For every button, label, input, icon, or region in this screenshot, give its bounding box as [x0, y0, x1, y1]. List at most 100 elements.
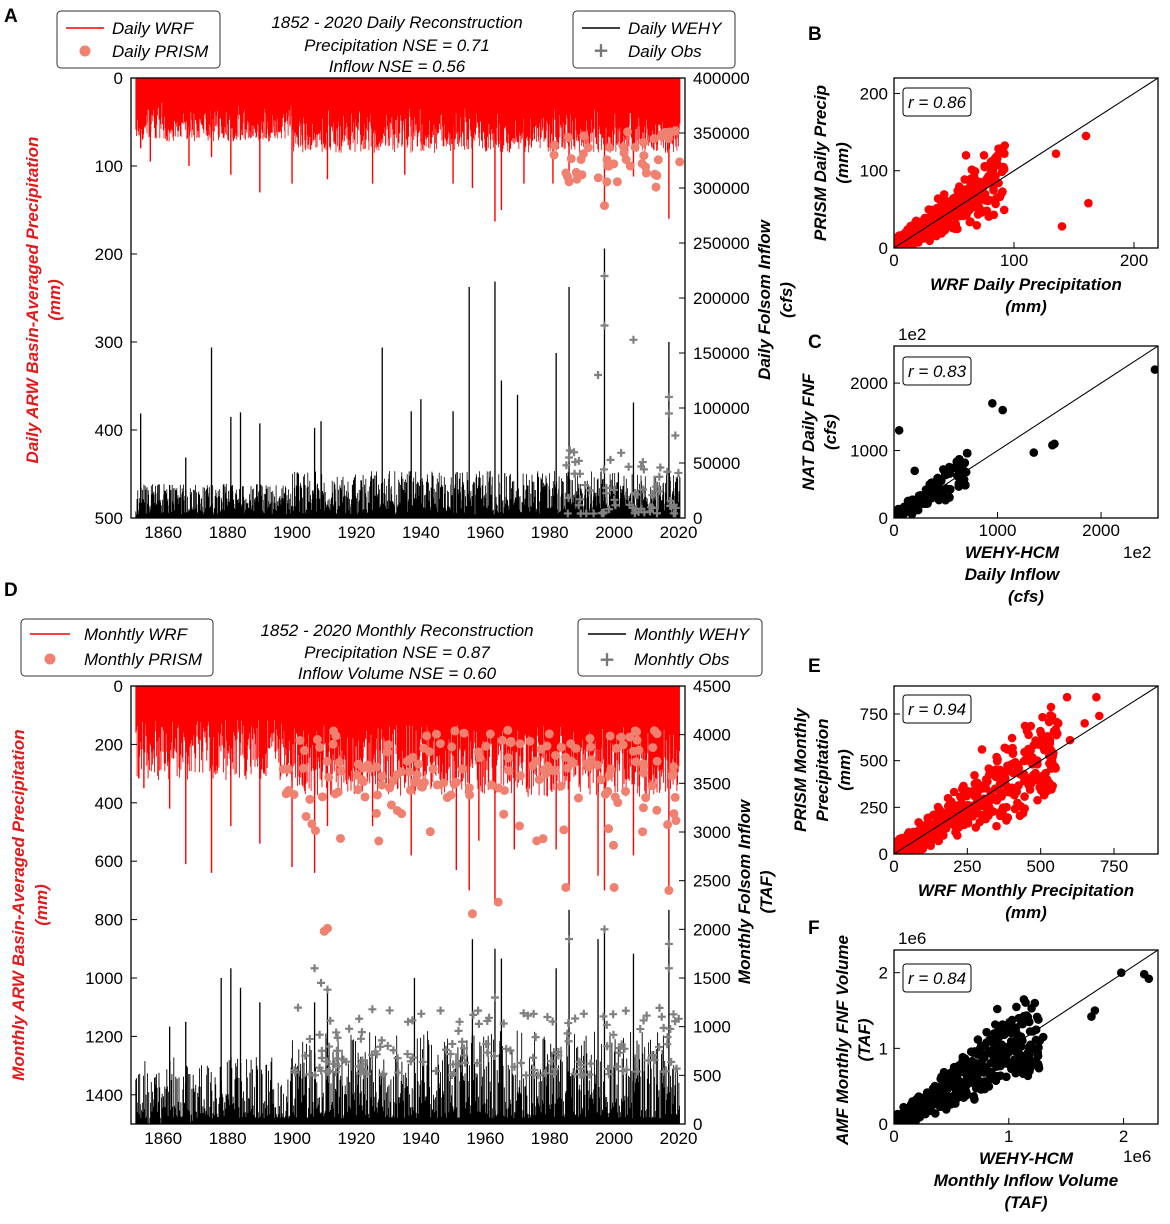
d-prism-point: [372, 808, 382, 818]
panel-c-xlabel-1: WEHY-HCM: [965, 543, 1060, 562]
d-wrf-series: [135, 686, 680, 797]
a-y-right-tick-label: 150000: [693, 344, 750, 363]
e-scatter-point: [956, 792, 965, 801]
d-prism-point: [515, 771, 525, 781]
panel-f-axes-frame: [893, 949, 1159, 1125]
e-scatter-point: [1038, 712, 1047, 722]
d-prism-point: [616, 732, 626, 742]
f-scatter-point: [960, 1079, 969, 1089]
panel-f-x-offset: 1e6: [1123, 1147, 1151, 1166]
a-x-tick-label: 1920: [338, 523, 376, 542]
d-obs-point: [672, 1064, 681, 1073]
d-y-left-tick-label: 400: [95, 794, 123, 813]
a-prism-point: [649, 134, 659, 144]
f-scatter-point: [982, 1027, 991, 1037]
d-prism-point: [596, 775, 606, 785]
d-obs-point: [473, 1058, 482, 1067]
b-scatter-point: [973, 191, 983, 201]
e-scatter-point: [947, 819, 957, 829]
d-prism-point: [497, 735, 507, 745]
e-scatter-point: [992, 752, 1001, 762]
legend-monthly-obs-marker: +: [599, 647, 616, 671]
d-obs-point: [664, 939, 673, 948]
f-scatter-point: [1032, 1012, 1042, 1022]
d-prism-point: [548, 766, 558, 776]
f-scatter-point: [962, 1088, 971, 1098]
f-scatter-point: [1021, 998, 1030, 1007]
f-scatter-point: [1016, 1050, 1026, 1060]
e-scatter-point: [1024, 730, 1033, 740]
a-y-left-tick-label: 0: [114, 69, 123, 88]
d-prism-point: [534, 775, 544, 785]
e-x-tick-label: 0: [889, 857, 898, 876]
d-obs-point: [483, 1048, 492, 1057]
d-prism-point: [386, 800, 396, 810]
d-prism-point: [525, 736, 535, 746]
d-obs-point: [530, 1065, 539, 1074]
e-scatter-point: [1047, 757, 1057, 766]
d-prism-point: [331, 731, 341, 741]
d-obs-point: [541, 1069, 550, 1078]
d-obs-point: [446, 1049, 455, 1058]
b-scatter-point: [1084, 198, 1093, 208]
b-scatter-point: [894, 233, 900, 243]
e-scatter-point: [943, 793, 953, 803]
a-y-right-tick-label: 200000: [693, 289, 750, 308]
d-prism-point: [396, 767, 406, 777]
a-obs-point: [594, 371, 603, 379]
panel-b-annotation-box: [902, 87, 972, 117]
f-scatter-point: [921, 1100, 931, 1110]
e-scatter-point: [1024, 780, 1033, 790]
e-scatter-point: [977, 745, 987, 754]
panel-f-ylabel-1: AMF Monthly FNF Volume: [833, 935, 852, 1146]
d-obs-point: [454, 1026, 463, 1035]
f-scatter-point: [991, 1076, 1001, 1085]
e-scatter-point: [904, 828, 914, 837]
f-scatter-point: [985, 1035, 995, 1044]
d-obs-point: [393, 1054, 402, 1063]
b-scatter-point: [949, 193, 959, 203]
panel-c-annotation: r = 0.83: [908, 362, 967, 381]
d-obs-point: [636, 1025, 645, 1034]
e-scatter-point: [1062, 692, 1072, 702]
d-prism-point: [467, 909, 477, 919]
e-scatter-point: [1040, 745, 1049, 755]
e-scatter-point: [1049, 727, 1059, 736]
b-y-tick-label: 100: [860, 162, 888, 181]
legend-monthly-prism: Monthly PRISM: [84, 650, 203, 669]
e-scatter-point: [1046, 702, 1056, 712]
d-obs-point: [459, 1044, 468, 1053]
d-prism-point: [604, 770, 614, 780]
d-obs-point: [334, 1062, 343, 1071]
d-y-right-tick-label: 2500: [693, 872, 731, 891]
d-prism-point: [282, 787, 292, 797]
panel-e-annotation-box: [902, 694, 972, 724]
f-scatter-point: [1025, 1017, 1034, 1027]
d-obs-point: [609, 1030, 618, 1039]
d-y-left-tick-label: 200: [95, 735, 123, 754]
d-y-right-tick-label: 4000: [693, 726, 731, 745]
d-prism-point: [301, 811, 311, 821]
d-obs-point: [663, 1032, 672, 1041]
c-scatter-point: [894, 426, 904, 435]
panel-b-ylabel-1: PRISM Daily Precip: [811, 85, 830, 241]
d-prism-point: [487, 780, 497, 790]
d-prism-point: [514, 821, 524, 831]
d-prism-point: [504, 766, 514, 776]
a-obs-point: [600, 321, 609, 330]
a-obs-point: [664, 393, 673, 401]
d-prism-point: [503, 753, 513, 763]
a-prism-point: [641, 168, 651, 178]
f-scatter-point: [1011, 1058, 1020, 1068]
d-obs-point: [551, 1065, 560, 1074]
e-scatter-point: [1045, 736, 1055, 745]
a-x-tick-label: 1860: [144, 523, 182, 542]
a-prism-point: [664, 128, 674, 138]
panel-d-title-line3: Inflow Volume NSE = 0.60: [298, 664, 497, 683]
d-obs-point: [483, 1016, 492, 1025]
e-scatter-point: [986, 796, 995, 805]
d-obs-point: [447, 1071, 456, 1080]
a-obs-point: [610, 495, 619, 504]
d-obs-point: [406, 1057, 415, 1066]
d-obs-point: [529, 1053, 538, 1062]
